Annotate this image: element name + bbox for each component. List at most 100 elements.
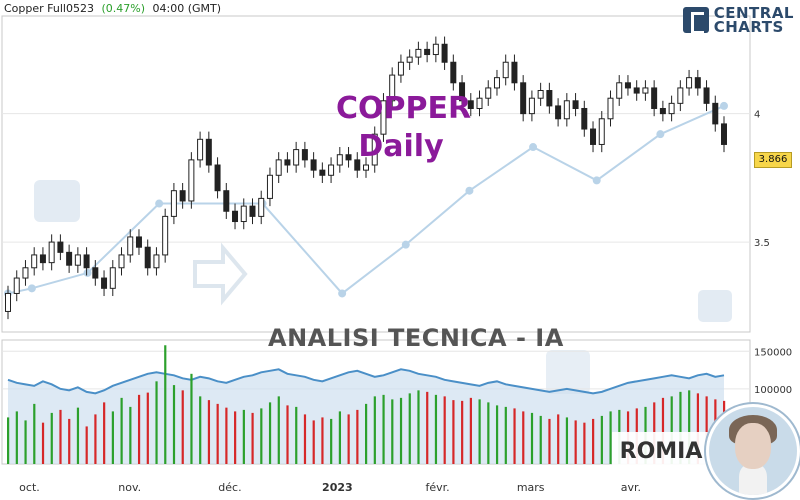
chart-watermark-icon [698,290,732,322]
centralcharts-logo[interactable]: CENTRAL CHARTS [682,6,794,36]
volume-bar [111,411,114,464]
candle-body [48,241,55,264]
volume-bar [216,403,219,464]
volume-bar [426,391,429,464]
volume-bar [50,412,53,464]
volume-bar [85,426,88,464]
candle-body [328,164,335,176]
volume-bar [365,403,368,464]
x-axis-label: déc. [218,481,241,494]
volume-bar [242,409,245,464]
volume-bar [670,396,673,464]
volume-bar [312,420,315,464]
candle-body [127,236,134,256]
candle-body [284,159,291,166]
candle-body [686,77,693,89]
volume-bar [696,393,700,464]
candle-body [179,190,186,202]
volume-bar [347,414,350,464]
candle-body [721,123,727,145]
volume-bar [41,422,45,464]
last-price-label: 3.866 [754,152,792,168]
volume-bar [268,402,272,464]
x-axis-label: nov. [118,481,141,494]
volume-bar [504,406,507,464]
x-axis-label: mars [517,481,545,494]
volume-bar [15,411,18,464]
volume-bar [286,405,289,464]
candle-body [581,107,588,130]
candle-body [528,97,535,115]
candle-body [301,149,308,161]
volume-bar [469,397,472,464]
candle-body [476,97,483,109]
volume-bar [548,418,551,464]
candle-body [144,246,151,269]
candle-body [101,277,108,289]
candle-body [354,159,361,171]
candle-body [371,133,378,166]
volume-bar [522,411,525,464]
analysis-caption: ANALISI TECNICA - IA [268,324,564,352]
candle-body [170,190,177,217]
candle-body [162,215,169,256]
volume-bar [408,393,411,464]
title-line1: COPPER [336,91,472,126]
volume-bar [129,406,132,464]
candle-body [406,56,413,63]
analyst-avatar [706,404,800,498]
price-tick-label: 4 [754,110,760,121]
city-label: ROMIA [612,432,710,472]
title-line2: Daily [358,129,444,164]
volume-bar [382,394,385,464]
doc-watermark-icon [546,350,590,394]
volume-bar [190,373,193,464]
candle-body [293,149,300,166]
volume-bar [679,391,682,464]
candle-body [92,267,99,279]
x-axis-label: févr. [426,481,450,494]
candle-body [397,61,404,76]
candle-body [694,77,701,89]
candle-body [546,90,553,107]
volume-bar [94,414,97,464]
candle-body [74,254,81,266]
volume-bar [295,406,298,464]
volume-bar [33,403,36,464]
candle-body [563,100,570,120]
candle-body [188,159,195,202]
volume-bar [565,417,569,464]
projection-point [83,268,92,277]
candle-body [432,43,439,56]
volume-bar [199,396,202,464]
candle-body [677,87,684,104]
candle-body [109,267,116,289]
candle-body [668,102,675,115]
candle-body [520,82,527,115]
candle-body [22,267,29,279]
price-tick-label: 3.5 [754,238,770,249]
volume-bar [557,414,560,464]
volume-tick-label: 100000 [754,385,792,396]
candle-body [197,138,204,161]
arrow-watermark-icon [193,242,248,306]
volume-bar [592,418,595,464]
candle-body [659,107,666,115]
volume-bar [172,385,176,464]
candle-body [57,241,64,253]
volume-bar [7,417,10,464]
candle-body [607,97,614,120]
volume-bar [207,400,211,464]
candle-body [240,205,247,223]
x-axis-label: oct. [19,481,40,494]
volume-bar [146,392,149,464]
logo-line2: CHARTS [713,18,784,36]
volume-bar [68,418,71,464]
projection-point [656,130,665,139]
projection-point [27,284,36,293]
candle-body [66,251,73,266]
candle-body [441,43,448,63]
candle-body [590,128,597,145]
volume-bar [303,414,307,464]
